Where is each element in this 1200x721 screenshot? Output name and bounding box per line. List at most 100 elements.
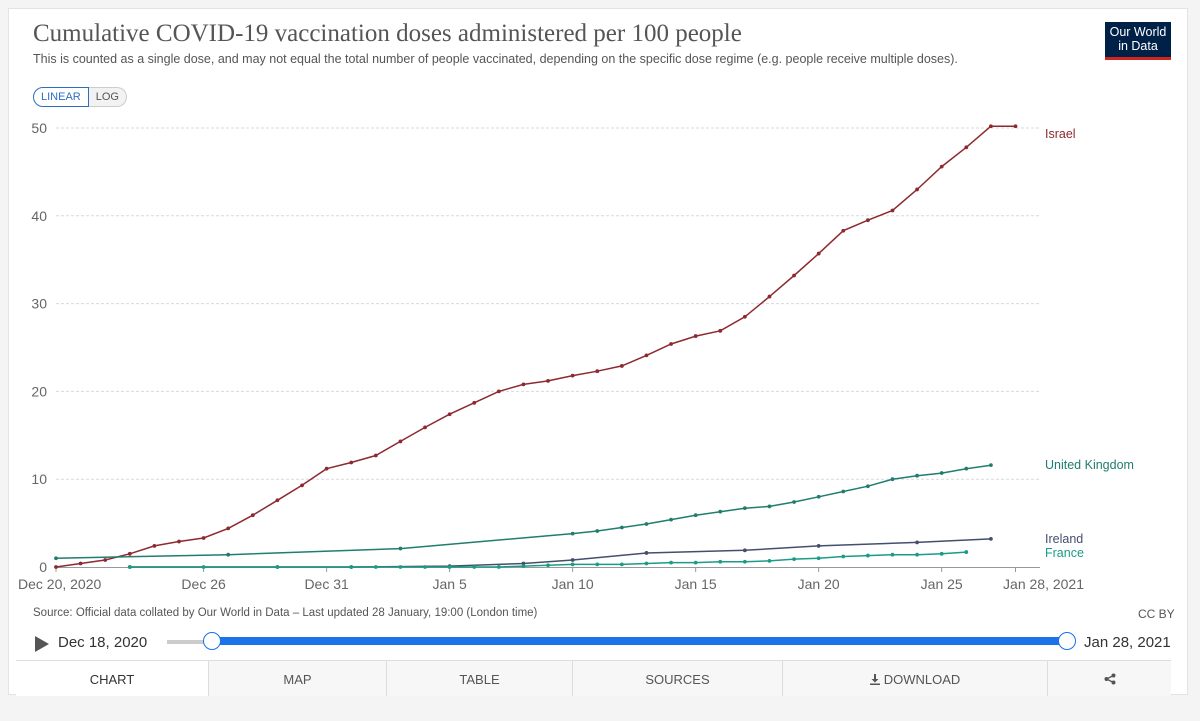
log-scale-button[interactable]: LOG [88,87,127,107]
data-point [250,513,255,518]
data-point [767,504,772,509]
timeline-end-label: Jan 28, 2021 [1084,634,1171,651]
download-icon [869,662,880,685]
logo-line-1: Our World [1109,25,1167,39]
data-point [619,562,624,567]
data-point [398,439,403,444]
timeline-start-handle[interactable] [203,632,221,650]
data-point [521,382,526,387]
data-point [373,565,378,569]
data-point [201,565,206,569]
data-point [226,552,231,557]
linear-scale-button[interactable]: LINEAR [33,87,89,107]
data-point [423,425,427,430]
x-tick-label: Jan 5 [433,576,467,592]
data-point [890,477,895,482]
owid-logo[interactable]: Our World in Data [1105,22,1171,58]
data-point [275,565,280,569]
data-point [865,553,870,558]
tab-map[interactable]: MAP [208,661,386,696]
data-point [398,565,403,569]
tab-chart[interactable]: CHART [16,661,208,696]
data-point [54,556,58,561]
data-point [841,554,846,559]
play-icon[interactable] [35,636,49,652]
data-point [54,565,58,569]
data-point [521,561,526,566]
data-point [742,314,747,319]
data-point [816,494,821,499]
data-point [816,556,821,561]
data-point [742,559,747,564]
data-point [300,483,304,488]
data-point [890,552,895,557]
data-point [767,558,772,563]
data-point [349,565,354,569]
x-tick-label: Jan 10 [552,576,594,592]
data-point [78,561,83,566]
data-point [816,251,821,256]
data-point [669,517,673,522]
data-point [865,218,870,223]
data-point [570,558,575,562]
data-point [570,373,575,378]
data-point [595,369,600,374]
y-tick-label: 20 [31,383,47,399]
x-tick-label: Jan 28, 2021 [1003,576,1084,592]
data-point [472,400,477,405]
data-point [669,560,673,565]
data-point [644,353,649,358]
data-point [472,565,477,569]
share-icon [1104,673,1115,685]
series-label: France [1045,546,1084,560]
data-point [988,124,993,129]
x-tick-label: Dec 26 [181,576,226,592]
x-tick-label: Jan 25 [921,576,963,592]
series-label: Ireland [1045,532,1083,546]
y-tick-label: 40 [31,208,47,224]
data-point [915,540,919,545]
data-point [669,342,673,346]
data-point [988,463,993,468]
tab-share[interactable] [1047,661,1171,696]
series-label: Israel [1045,127,1076,141]
data-point [1013,124,1018,129]
data-point [152,544,157,548]
data-point [177,539,181,544]
data-point [915,552,919,557]
y-tick-label: 10 [31,471,47,487]
y-tick-label: 0 [39,559,47,575]
logo-line-2: in Data [1118,39,1158,53]
tab-sources[interactable]: SOURCES [572,661,782,696]
timeline-end-handle[interactable] [1058,632,1076,650]
data-point [693,560,698,565]
page-edge [0,0,8,721]
data-point [201,536,206,540]
data-point [939,164,944,169]
x-tick-label: Dec 31 [304,576,349,592]
data-point [890,208,895,213]
data-point [792,557,796,561]
data-point [792,500,796,504]
logo-accent-bar [1105,57,1171,60]
data-point [792,273,796,278]
tab-table[interactable]: TABLE [386,661,572,696]
data-point [841,228,846,233]
data-point [742,548,747,553]
tab-download[interactable]: DOWNLOAD [782,661,1047,696]
data-point [447,412,452,417]
data-point [546,563,550,568]
x-tick-label: Jan 15 [675,576,717,592]
data-point [619,364,624,368]
data-point [103,558,108,562]
data-point [693,334,698,338]
data-point [988,537,993,541]
license-link[interactable]: CC BY [1138,607,1175,621]
data-point [127,551,132,556]
data-point [718,559,723,564]
data-point [521,564,526,569]
timeline-selected-range[interactable] [211,637,1067,645]
chart-title: Cumulative COVID-19 vaccination doses ad… [33,20,742,47]
y-tick-label: 30 [31,296,47,312]
data-point [398,546,403,551]
